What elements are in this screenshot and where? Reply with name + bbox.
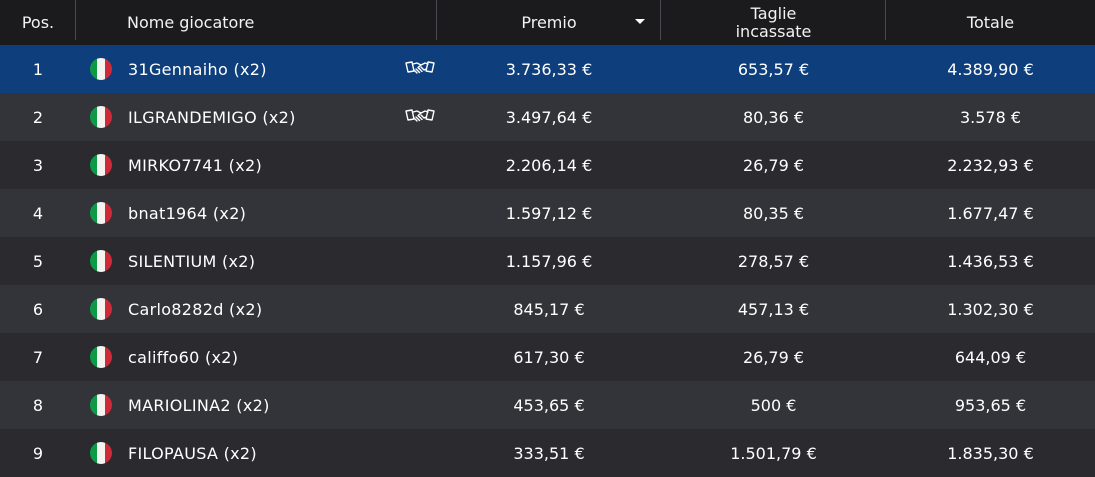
row-prize: 617,30 € [513, 347, 585, 367]
row-total: 2.232,93 € [947, 155, 1034, 175]
row-player: Carlo8282d (x2) [76, 285, 437, 333]
table-row[interactable]: 4 bnat1964 (x2) 1.597,12 € 80,35 € 1.677,47 … [0, 189, 1095, 237]
italy-flag-icon [90, 58, 112, 80]
italy-flag-icon [90, 346, 112, 368]
table-body: 1 31Gennaiho (x2) 3.736,33 € 653,57 € 4.389,… [0, 45, 1095, 477]
row-player: bnat1964 (x2) [76, 189, 437, 237]
row-bounties: 26,79 € [742, 347, 805, 367]
player-name[interactable]: califfo60 (x2) [128, 347, 239, 367]
row-position: 3 [32, 155, 44, 175]
bounties-header-line2: incassate [735, 21, 812, 41]
row-total: 953,65 € [954, 395, 1027, 415]
player-name[interactable]: bnat1964 (x2) [128, 203, 247, 223]
player-name[interactable]: MARIOLINA2 (x2) [128, 395, 270, 415]
row-total: 3.578 € [959, 107, 1022, 127]
italy-flag-icon [90, 394, 112, 416]
row-total: 4.389,90 € [947, 59, 1034, 79]
row-prize: 1.597,12 € [505, 203, 593, 223]
player-name[interactable]: FILOPAUSA (x2) [128, 443, 257, 463]
player-name[interactable]: SILENTIUM (x2) [128, 251, 256, 271]
row-bounties: 1.501,79 € [730, 443, 817, 463]
player-name[interactable]: MIRKO7741 (x2) [128, 155, 262, 175]
row-position: 5 [32, 251, 44, 271]
italy-flag-icon [90, 106, 112, 128]
row-prize: 333,51 € [513, 443, 585, 463]
row-position: 4 [32, 203, 44, 223]
column-header-bounties[interactable]: Taglie incassate [661, 0, 886, 45]
row-player: ILGRANDEMIGO (x2) [76, 93, 437, 141]
table-header: Pos. Nome giocatore Premio Taglie incassa… [0, 0, 1095, 45]
player-name[interactable]: Carlo8282d (x2) [128, 299, 263, 319]
row-bounties: 80,35 € [742, 203, 805, 223]
column-header-player-name[interactable]: Nome giocatore [76, 0, 437, 45]
italy-flag-icon [90, 202, 112, 224]
row-position: 1 [32, 59, 44, 79]
row-position: 6 [32, 299, 44, 319]
row-prize: 1.157,96 € [505, 251, 593, 271]
sort-descending-icon[interactable] [635, 19, 645, 24]
row-prize: 2.206,14 € [505, 155, 593, 175]
table-row[interactable]: 7 califfo60 (x2) 617,30 € 26,79 € 644,09 € [0, 333, 1095, 381]
row-bounties: 278,57 € [737, 251, 810, 271]
player-name[interactable]: ILGRANDEMIGO (x2) [128, 107, 296, 127]
row-bounties: 26,79 € [742, 155, 805, 175]
row-total: 1.677,47 € [947, 203, 1034, 223]
handshake-icon [405, 106, 435, 128]
row-player: FILOPAUSA (x2) [76, 429, 437, 477]
row-position: 9 [32, 443, 44, 463]
row-bounties: 80,36 € [742, 107, 805, 127]
table-row[interactable]: 3 MIRKO7741 (x2) 2.206,14 € 26,79 € 2.232,93… [0, 141, 1095, 189]
italy-flag-icon [90, 154, 112, 176]
table-row[interactable]: 1 31Gennaiho (x2) 3.736,33 € 653,57 € 4.389,… [0, 45, 1095, 93]
row-player: MARIOLINA2 (x2) [76, 381, 437, 429]
row-position: 8 [32, 395, 44, 415]
row-position: 7 [32, 347, 44, 367]
italy-flag-icon [90, 298, 112, 320]
row-total: 1.302,30 € [947, 299, 1034, 319]
row-player: califfo60 (x2) [76, 333, 437, 381]
row-player: MIRKO7741 (x2) [76, 141, 437, 189]
italy-flag-icon [90, 442, 112, 464]
italy-flag-icon [90, 250, 112, 272]
bounties-header-label: Taglie incassate [735, 3, 812, 41]
row-position: 2 [32, 107, 44, 127]
prize-header-label: Premio [521, 12, 577, 32]
row-bounties: 500 € [750, 395, 797, 415]
row-prize: 3.736,33 € [505, 59, 593, 79]
column-header-position[interactable]: Pos. [0, 0, 76, 45]
row-player: 31Gennaiho (x2) [76, 45, 437, 93]
row-prize: 845,17 € [513, 299, 585, 319]
row-total: 1.835,30 € [947, 443, 1034, 463]
row-prize: 453,65 € [513, 395, 585, 415]
row-bounties: 457,13 € [737, 299, 810, 319]
table-row[interactable]: 2 ILGRANDEMIGO (x2) 3.497,64 € 80,36 € 3.578… [0, 93, 1095, 141]
table-row[interactable]: 6 Carlo8282d (x2) 845,17 € 457,13 € 1.302,30… [0, 285, 1095, 333]
column-header-prize[interactable]: Premio [437, 0, 661, 45]
row-prize: 3.497,64 € [505, 107, 593, 127]
player-name[interactable]: 31Gennaiho (x2) [128, 59, 267, 79]
table-row[interactable]: 8 MARIOLINA2 (x2) 453,65 € 500 € 953,65 € [0, 381, 1095, 429]
row-total: 1.436,53 € [947, 251, 1034, 271]
column-header-total[interactable]: Totale [966, 12, 1015, 32]
row-player: SILENTIUM (x2) [76, 237, 437, 285]
row-bounties: 653,57 € [737, 59, 810, 79]
table-row[interactable]: 9 FILOPAUSA (x2) 333,51 € 1.501,79 € 1.835,3… [0, 429, 1095, 477]
bounties-header-line1: Taglie [750, 3, 797, 23]
row-total: 644,09 € [954, 347, 1027, 367]
table-row[interactable]: 5 SILENTIUM (x2) 1.157,96 € 278,57 € 1.436,5… [0, 237, 1095, 285]
handshake-icon [405, 58, 435, 80]
